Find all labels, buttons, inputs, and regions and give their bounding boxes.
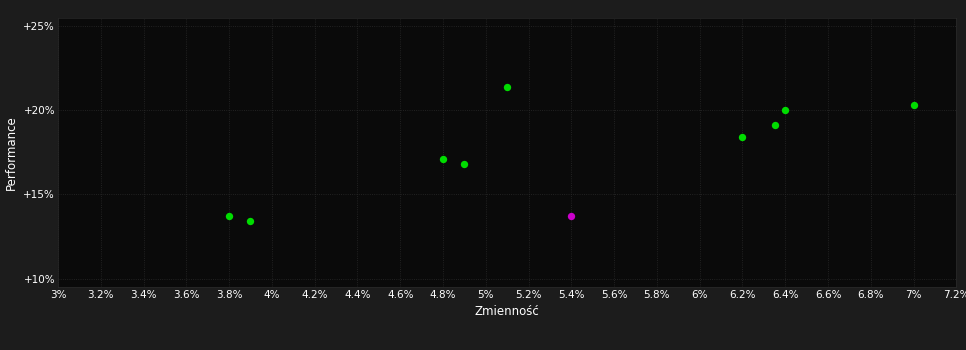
Y-axis label: Performance: Performance <box>5 115 18 190</box>
Point <box>457 161 472 167</box>
Point <box>767 122 782 128</box>
Point <box>563 214 579 219</box>
Point <box>778 107 793 113</box>
Point <box>221 214 237 219</box>
Point <box>242 218 258 224</box>
Point <box>906 102 922 108</box>
Point <box>735 134 751 140</box>
Point <box>499 84 515 89</box>
Point <box>436 156 451 162</box>
X-axis label: Zmienność: Zmienność <box>474 305 540 318</box>
